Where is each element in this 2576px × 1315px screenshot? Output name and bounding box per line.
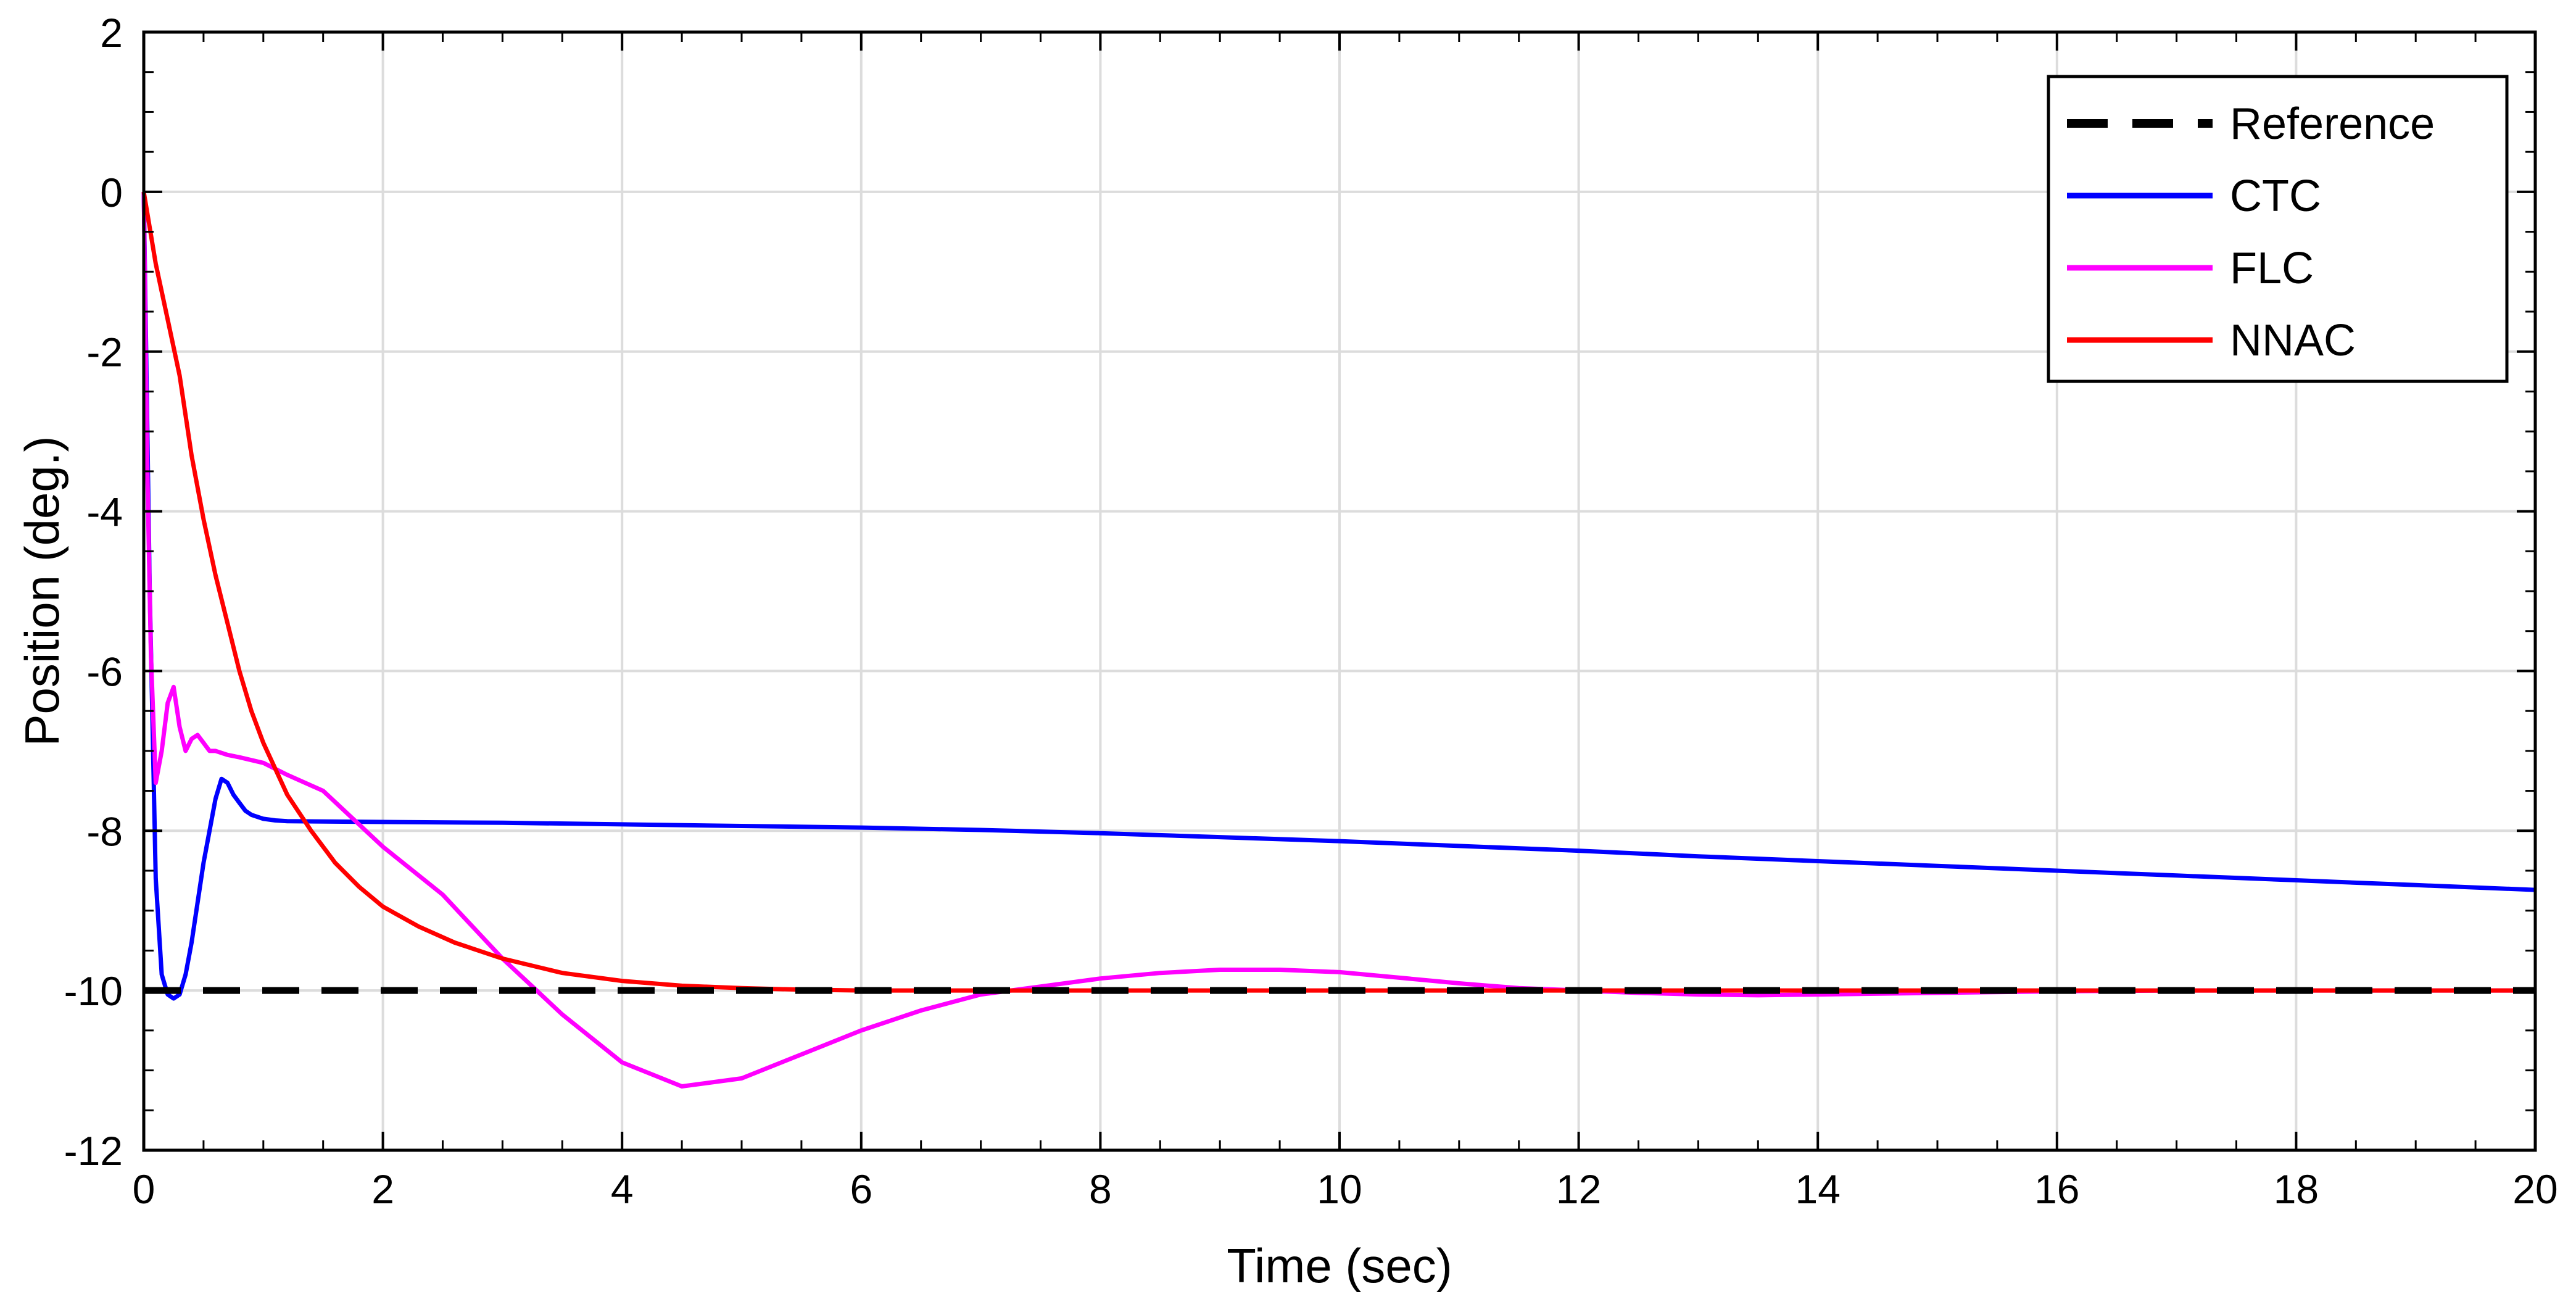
y-tick-label: -2 <box>86 330 123 375</box>
y-tick-label: -8 <box>86 808 123 854</box>
x-tick-label: 16 <box>2034 1166 2079 1212</box>
series-group <box>141 191 2536 1089</box>
x-tick-label: 18 <box>2274 1166 2319 1212</box>
x-tick-label: 4 <box>611 1166 634 1212</box>
y-axis-title: Position (deg.) <box>15 436 69 747</box>
legend-label-nnac: NNAC <box>2230 316 2356 365</box>
x-tick-label: 14 <box>1795 1166 1840 1212</box>
y-tick-label: -6 <box>86 649 123 694</box>
legend-label-ctc: CTC <box>2230 172 2321 221</box>
y-tick-label: 0 <box>100 170 123 215</box>
x-tick-label: 6 <box>850 1166 872 1212</box>
legend-box <box>2047 75 2509 383</box>
y-tick-label: -12 <box>64 1128 123 1174</box>
x-tick-label: 0 <box>133 1166 155 1212</box>
series-line-ctc <box>141 191 2536 1001</box>
legend: Reference CTC FLC NNAC <box>2047 75 2509 383</box>
y-tick-label: -4 <box>86 489 123 535</box>
x-tick-label: 8 <box>1089 1166 1112 1212</box>
series-line-flc <box>141 191 2535 1089</box>
x-tick-label: 2 <box>371 1166 394 1212</box>
axis-ticks <box>143 31 2537 1151</box>
legend-label-reference: Reference <box>2230 99 2435 149</box>
x-tick-label: 10 <box>1317 1166 1362 1212</box>
legend-label-flc: FLC <box>2230 244 2314 293</box>
y-tick-label: -10 <box>64 968 123 1014</box>
y-tick-label: 2 <box>100 10 123 56</box>
x-tick-label: 20 <box>2512 1166 2557 1212</box>
x-axis-title: Time (sec) <box>1227 1238 1452 1293</box>
x-tick-label: 12 <box>1556 1166 1601 1212</box>
